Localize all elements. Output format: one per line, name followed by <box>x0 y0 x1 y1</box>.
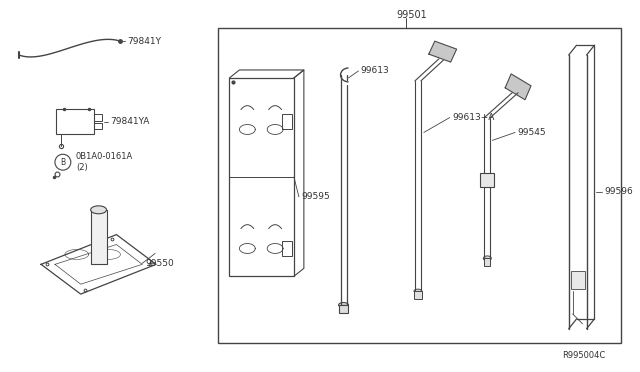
Bar <box>91 210 106 264</box>
Ellipse shape <box>414 289 422 293</box>
Text: 79841YA: 79841YA <box>111 117 150 126</box>
Bar <box>56 109 93 134</box>
Text: 99501: 99501 <box>396 10 427 20</box>
Text: 99613+A: 99613+A <box>452 113 495 122</box>
Text: 99595: 99595 <box>301 192 330 201</box>
Bar <box>481 173 494 187</box>
Bar <box>93 113 102 121</box>
Text: 99545: 99545 <box>517 128 546 137</box>
Bar <box>218 28 621 343</box>
Bar <box>414 291 422 299</box>
Polygon shape <box>505 74 531 100</box>
Polygon shape <box>429 41 456 62</box>
Text: 0B1A0-0161A
(2): 0B1A0-0161A (2) <box>76 153 133 172</box>
Bar <box>282 241 292 256</box>
Bar <box>339 305 349 313</box>
Ellipse shape <box>339 302 349 308</box>
Text: R995004C: R995004C <box>562 351 605 360</box>
Bar <box>282 113 292 129</box>
Ellipse shape <box>483 256 492 261</box>
Text: B: B <box>60 158 65 167</box>
Bar <box>230 78 294 276</box>
Text: 79841Y: 79841Y <box>127 37 161 46</box>
Bar <box>93 122 102 129</box>
Text: 99596: 99596 <box>604 187 633 196</box>
Text: 99613: 99613 <box>360 67 389 76</box>
Text: 99550: 99550 <box>145 259 174 268</box>
Bar <box>571 271 584 289</box>
Bar <box>484 259 490 266</box>
Ellipse shape <box>91 206 106 214</box>
